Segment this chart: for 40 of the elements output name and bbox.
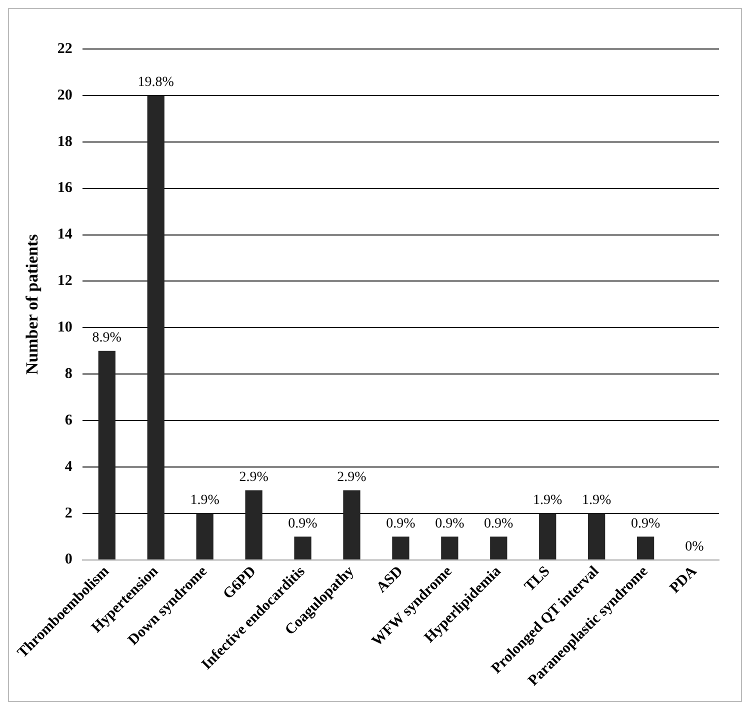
y-tick-label: 2 <box>64 505 72 522</box>
bar <box>343 490 360 560</box>
y-tick-label: 4 <box>64 458 73 475</box>
annotation: 8.9% <box>92 330 122 346</box>
y-tick-label: 6 <box>64 412 73 428</box>
annotation: 0.9% <box>288 516 318 532</box>
y-tick-label: 14 <box>57 226 73 243</box>
y-axis-title: Number of patients <box>22 234 42 375</box>
bar <box>392 536 410 560</box>
bar <box>636 536 654 560</box>
bar <box>294 536 312 560</box>
y-tick-label: 12 <box>57 273 72 290</box>
y-tick-label: 16 <box>57 180 73 196</box>
y-tick-label: 8 <box>64 366 72 382</box>
y-tick-label: 18 <box>57 134 72 150</box>
annotation: 2.9% <box>239 470 269 485</box>
annotation: 0.9% <box>386 516 416 532</box>
annotation: 19.8% <box>138 75 174 90</box>
bar <box>441 536 458 560</box>
y-tick-label: 22 <box>57 40 72 57</box>
bar <box>490 536 508 560</box>
y-tick-label: 10 <box>57 320 72 336</box>
y-tick-label: 0 <box>64 552 72 568</box>
y-tick-label: 20 <box>57 87 72 104</box>
bar <box>147 95 164 560</box>
annotation: 0.9% <box>484 516 514 532</box>
annotation: 1.9% <box>533 493 563 508</box>
annotation: 0.9% <box>435 516 465 532</box>
annotation: 1.9% <box>582 493 612 508</box>
x-tick-label: PDA <box>666 563 700 597</box>
bar <box>196 513 214 560</box>
annotation: 0% <box>685 540 704 555</box>
annotation: 2.9% <box>337 470 367 485</box>
bar <box>98 350 116 560</box>
x-tick-label: TLS <box>522 563 554 595</box>
annotation: 1.9% <box>190 493 220 508</box>
bar <box>588 513 606 560</box>
annotation: 0.9% <box>630 516 660 532</box>
bar <box>245 490 262 560</box>
bar <box>539 513 556 560</box>
